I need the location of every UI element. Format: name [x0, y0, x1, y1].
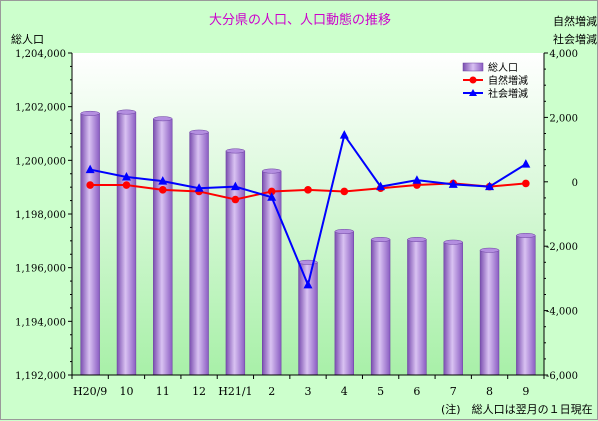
right-tick-label: -2,000 — [546, 242, 578, 253]
marker-natural — [304, 186, 312, 194]
x-tick-label: 9 — [522, 385, 529, 398]
left-tick-label: 1,198,000 — [15, 210, 66, 221]
x-tick-label: 6 — [413, 385, 420, 398]
x-tick-label: 4 — [341, 385, 348, 398]
bar-top-cap — [516, 233, 536, 238]
legend-swatch-total — [462, 62, 484, 72]
right-tick-label: 4,000 — [549, 49, 578, 60]
footnote: (注) 総人口は翌月の１日現在 — [441, 402, 593, 416]
bar-total-population — [334, 231, 354, 376]
x-tick-label: 10 — [119, 385, 133, 398]
marker-social — [194, 183, 204, 192]
legend-label-social: 社会増減 — [488, 87, 528, 100]
legend-label-natural: 自然増減 — [488, 74, 528, 87]
bar-top-cap — [370, 237, 391, 242]
marker-social — [339, 130, 349, 139]
bar-top-cap — [443, 239, 463, 245]
right-tick-label: -4,000 — [546, 307, 578, 318]
marker-social — [412, 175, 422, 184]
bar-top-cap — [479, 247, 500, 253]
bar-total-population — [262, 170, 282, 376]
marker-natural — [158, 186, 167, 194]
marker-natural — [340, 187, 349, 196]
x-tick-label: 12 — [192, 385, 206, 398]
marker-social — [485, 181, 495, 191]
right-tick-label: -6,000 — [546, 371, 578, 382]
marker-natural — [86, 181, 94, 189]
marker-social — [376, 181, 386, 191]
marker-social — [158, 176, 168, 185]
legend-marker-social — [469, 89, 477, 96]
left-tick-label: 1,196,000 — [15, 264, 66, 275]
bar-total-population — [116, 111, 137, 376]
bar-top-cap — [189, 129, 209, 135]
bar-total-population — [443, 241, 463, 376]
marker-natural — [231, 195, 240, 204]
bar-top-cap — [407, 237, 427, 242]
bar-total-population — [516, 235, 536, 376]
bar-top-cap — [153, 116, 173, 122]
right-tick-label: 2,000 — [549, 113, 578, 124]
marker-natural — [522, 179, 530, 188]
marker-social — [303, 279, 313, 289]
bar-total-population — [298, 262, 318, 376]
x-tick-label: 2 — [268, 385, 275, 398]
x-tick-label: H20/9 — [73, 385, 107, 398]
left-tick-label: 1,194,000 — [15, 317, 66, 328]
bar-top-cap — [334, 228, 354, 234]
left-tick-label: 1,200,000 — [15, 156, 66, 167]
x-tick-label: 7 — [450, 385, 457, 398]
legend-label-total: 総人口 — [488, 61, 518, 74]
marker-social — [521, 159, 531, 168]
left-axis-label: 総人口 — [11, 32, 44, 46]
marker-social — [448, 179, 458, 188]
marker-natural — [122, 181, 131, 189]
x-tick-label: 11 — [156, 385, 170, 398]
marker-social — [121, 171, 131, 181]
bar-total-population — [370, 239, 391, 376]
chart-title: 大分県の人口、人口動態の推移 — [209, 12, 391, 28]
right-axis-label-bottom: 社会増減 — [553, 32, 597, 46]
bar-top-cap — [80, 110, 100, 116]
left-tick-label: 1,204,000 — [15, 49, 66, 60]
bar-total-population — [80, 113, 100, 376]
bar-top-cap — [225, 148, 246, 154]
x-tick-label: 8 — [486, 385, 493, 398]
marker-social — [267, 192, 277, 201]
bar-top-cap — [262, 168, 282, 174]
legend: 総人口 自然増減 社会増減 — [462, 61, 528, 100]
bar-total-population — [189, 131, 209, 376]
bar-total-population — [153, 118, 173, 376]
tick-labels-layer: 1,192,000 1,194,000 1,196,000 1,198,000 1,20… — [15, 49, 578, 398]
x-tick-label: 5 — [377, 385, 384, 398]
bar-top-cap — [116, 109, 137, 115]
x-tick-label: 3 — [305, 385, 312, 398]
right-axis-label-top: 自然増減 — [553, 14, 597, 28]
left-tick-label: 1,202,000 — [15, 103, 66, 114]
marker-natural — [267, 187, 276, 196]
lines-layer — [85, 130, 531, 289]
bar-total-population — [407, 239, 427, 376]
right-tick-label: 0 — [572, 178, 578, 189]
axes-layer — [68, 52, 548, 379]
legend-marker-natural — [469, 76, 477, 84]
left-tick-label: 1,192,000 — [15, 371, 66, 382]
marker-social — [230, 181, 240, 191]
marker-social — [85, 164, 95, 174]
bar-total-population — [479, 249, 500, 376]
x-tick-label: H21/1 — [218, 385, 252, 398]
